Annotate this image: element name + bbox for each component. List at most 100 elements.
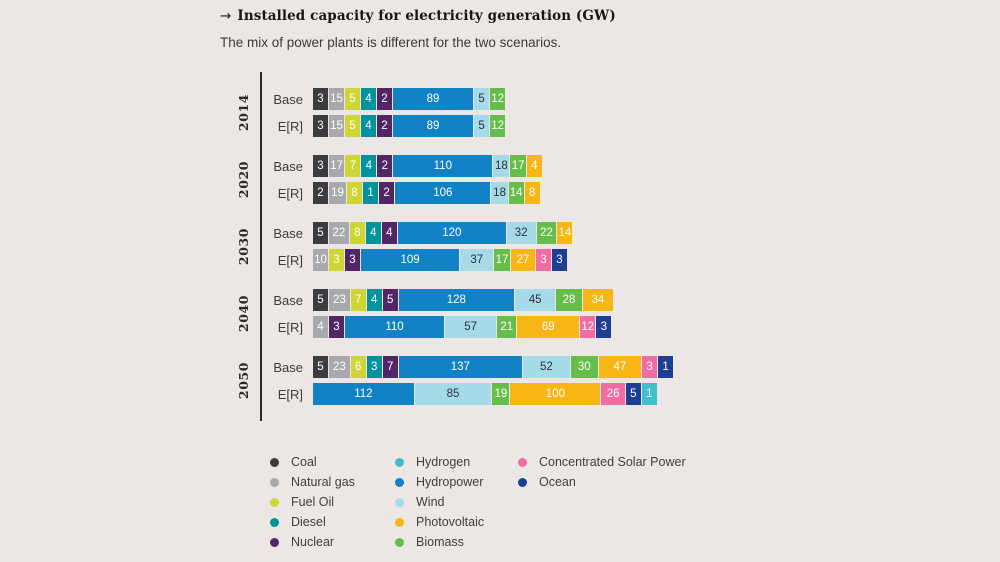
bar-segment-biomass: 22 [536,222,557,244]
bar-row-2030-er: E[R] 10 3 3 109 37 17 27 3 3 [261,249,572,271]
bar-segment-fuel_oil: 8 [349,222,365,244]
legend-dot-coal [270,457,279,467]
scenario-label: E[R] [277,118,303,134]
bar-segment-biomass: 21 [497,316,517,338]
bar-segment-photovoltaic: 4 [526,155,542,177]
bar-segment-ocean: 1 [658,356,674,378]
legend-dot-natural_gas [270,477,279,487]
bar-segment-nuclear: 2 [377,88,392,110]
legend-dot-fuel_oil [270,497,279,507]
scenario-label: Base [273,225,303,241]
legend-item-csp: Concentrated Solar Power [518,452,686,472]
bar-segment-hydropower: 110 [345,316,444,338]
bar-segment-biomass: 12 [490,115,506,137]
legend-label: Diesel [291,515,326,529]
bar-segment-fuel_oil: 8 [347,182,363,204]
bar-row-2050-er: E[R] 112 85 19 100 26 5 1 [261,383,673,405]
group-rows: Base 3 15 5 4 2 89 5 12 E[R] 3 15 5 4 2 89 5 12 [261,88,506,137]
bar-segment-hydropower: 109 [361,249,460,271]
bar-segment-csp: 12 [580,316,596,338]
bar-segment-biomass: 14 [508,182,524,204]
legend-label: Fuel Oil [291,495,335,509]
year-label: 2030 [236,227,252,266]
y-axis-line [260,72,262,421]
bar-segment-ocean: 3 [596,316,612,338]
bar-segment-natural_gas: 19 [329,182,347,204]
scenario-label: Base [273,91,303,107]
legend-item-diesel: Diesel [270,512,355,532]
bar-segment-nuclear: 2 [377,115,392,137]
bar-segment-csp: 3 [535,249,551,271]
bar-segment-natural_gas: 17 [329,155,345,177]
bar-segment-wind: 57 [445,316,497,338]
bar-segment-nuclear: 5 [382,289,398,311]
legend-dot-hydropower [395,477,404,487]
stacked-bar: 3 15 5 4 2 89 5 12 [313,115,506,137]
bar-segment-fuel_oil: 7 [345,155,361,177]
bar-segment-coal: 5 [313,289,328,311]
legend-column: Coal Natural gas Fuel Oil Diesel Nuclear [270,452,355,552]
bar-segment-diesel: 3 [366,356,382,378]
legend-label: Concentrated Solar Power [539,455,686,469]
bar-row-2020-er: E[R] 2 19 8 1 2 106 18 14 8 [261,182,542,204]
bar-segment-wind: 45 [514,289,556,311]
bar-row-2020-base: Base 3 17 7 4 2 110 18 17 4 [261,155,542,177]
bar-segment-wind: 18 [493,155,510,177]
bar-segment-biomass: 12 [490,88,506,110]
bar-row-2030-base: Base 5 22 8 4 4 120 32 22 14 [261,222,573,244]
group-rows: Base 5 23 7 4 5 128 45 28 34 E[R] 4 3 110 57 21 69 12 3 [261,289,614,338]
legend-label: Coal [291,455,317,469]
bar-segment-fuel_oil: 5 [345,115,360,137]
bar-row-2050-base: Base 5 23 6 3 7 137 52 30 47 3 1 [261,356,674,378]
legend-dot-biomass [395,537,404,547]
bar-segment-natural_gas: 10 [313,249,328,271]
legend-column: Concentrated Solar Power Ocean [518,452,686,492]
year-group-2050: 2050 Base 5 23 6 3 7 137 52 30 47 3 1 E[R] 112 85 19 100 2… [227,356,674,405]
bar-segment-natural_gas: 4 [313,316,328,338]
legend-item-hydropower: Hydropower [395,472,484,492]
year-label: 2050 [236,361,252,400]
bar-segment-photovoltaic: 47 [598,356,642,378]
bar-segment-natural_gas: 23 [329,289,350,311]
bar-segment-hydropower: 106 [395,182,491,204]
bar-row-2040-base: Base 5 23 7 4 5 128 45 28 34 [261,289,614,311]
group-rows: Base 5 23 6 3 7 137 52 30 47 3 1 E[R] 112 85 19 100 26 5 1 [261,356,674,405]
chart-title: → Installed capacity for electricity gene… [220,8,616,24]
bar-segment-hydropower: 110 [393,155,493,177]
bar-segment-diesel: 4 [365,222,381,244]
legend-item-photovoltaic: Photovoltaic [395,512,484,532]
year-group-2020: 2020 Base 3 17 7 4 2 110 18 17 4 E[R] 2 19 8 1 2 106 18 14 8 [227,155,673,204]
bar-segment-photovoltaic: 27 [510,249,535,271]
bar-segment-fuel_oil: 5 [345,88,360,110]
bar-segment-nuclear: 3 [345,249,360,271]
group-rows: Base 5 22 8 4 4 120 32 22 14 E[R] 10 3 3 109 37 17 27 3 3 [261,222,573,271]
scenario-label: Base [273,292,303,308]
bar-segment-coal: 3 [313,88,328,110]
bar-segment-wind: 5 [474,88,490,110]
bar-segment-coal: 3 [313,155,328,177]
arrow-icon: → [220,8,232,24]
legend-column: Hydrogen Hydropower Wind Photovoltaic Biomas… [395,452,484,552]
bar-segment-photovoltaic: 34 [582,289,614,311]
stacked-bar-chart: 2014 Base 3 15 5 4 2 89 5 12 E[R] 3 15 5 4 2 89 5 12 2020 Ba… [227,72,674,423]
legend-item-biomass: Biomass [395,532,484,552]
bar-segment-biomass: 30 [570,356,598,378]
year-cell: 2030 [227,222,261,271]
bar-segment-coal: 5 [313,222,328,244]
bar-segment-hydropower: 89 [393,115,474,137]
bar-segment-nuclear: 4 [381,222,397,244]
bar-segment-fuel_oil: 3 [329,249,344,271]
scenario-label: Base [273,158,303,174]
bar-segment-fuel_oil: 6 [350,356,366,378]
year-group-2040: 2040 Base 5 23 7 4 5 128 45 28 34 E[R] 4 3 110 57 21 69 12… [227,289,673,338]
scenario-label: Base [273,359,303,375]
bar-segment-photovoltaic: 14 [557,222,573,244]
chart-header: → Installed capacity for electricity gene… [220,8,616,50]
bar-row-2040-er: E[R] 4 3 110 57 21 69 12 3 [261,316,613,338]
legend-label: Ocean [539,475,576,489]
legend-dot-photovoltaic [395,517,404,527]
legend-dot-nuclear [270,537,279,547]
scenario-label: E[R] [277,319,303,335]
stacked-bar: 5 23 6 3 7 137 52 30 47 3 1 [313,356,674,378]
bar-segment-coal: 5 [313,356,328,378]
